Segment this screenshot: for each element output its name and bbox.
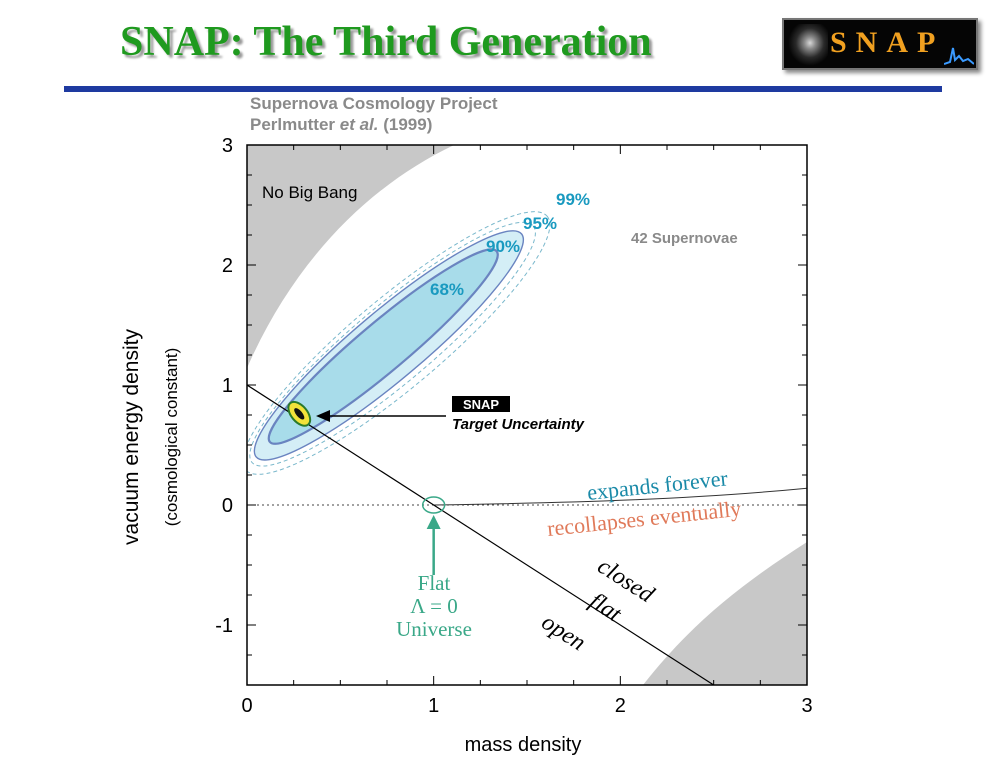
supernovae-count-label: 42 Supernovae [631, 230, 738, 247]
snap-badge: SNAP [463, 397, 499, 412]
galaxy-image [788, 24, 828, 66]
flat-label-line3: Universe [396, 617, 472, 641]
recollapses-label: recollapses eventually [546, 496, 742, 541]
y-tick-label: -1 [215, 615, 233, 637]
x-tick-label: 0 [241, 695, 252, 717]
flat-arrow-head [426, 515, 441, 529]
credit-line-2: Perlmutter et al. (1999) [250, 115, 432, 135]
credit-etal: et al. [339, 115, 379, 134]
open-label: open [537, 609, 590, 656]
y-tick-label: 0 [222, 495, 233, 517]
y-tick-label: 1 [222, 375, 233, 397]
x-tick-label: 3 [801, 695, 812, 717]
flat-label-line2: Λ = 0 [410, 594, 458, 618]
excluded-region-lower-right [643, 542, 807, 685]
contour-95pct [249, 221, 536, 467]
no-big-bang-label: No Big Bang [262, 183, 357, 202]
x-axis-label: mass density [465, 734, 582, 756]
y-tick-label: 2 [222, 255, 233, 277]
contour-label-90pct: 90% [486, 237, 520, 256]
snap-target-core [294, 408, 305, 420]
y-axis-label: vacuum energy density [120, 329, 143, 545]
snap-logo: SNAP [782, 18, 978, 70]
contour-99pct [247, 211, 551, 475]
title-rule [64, 86, 942, 92]
contour-68pct [267, 248, 499, 445]
snap-badge-bg [452, 396, 510, 412]
flat-label: flat [585, 588, 627, 628]
spectrum-icon [944, 47, 974, 65]
no-big-bang-region [247, 145, 454, 368]
snap-arrow-head [316, 410, 330, 422]
flat-label-line1: Flat [418, 571, 451, 595]
credit-name: Perlmutter [250, 115, 340, 134]
contour-label-99pct: 99% [556, 190, 590, 209]
y-tick-label: 3 [222, 135, 233, 157]
x-tick-label: 2 [615, 695, 626, 717]
x-tick-label: 1 [428, 695, 439, 717]
slide-title: SNAP: The Third Generation [120, 19, 652, 65]
flat-universe-circle [421, 496, 446, 514]
credit-year: (1999) [378, 115, 433, 134]
plot-area [247, 145, 807, 685]
flat-universe-line [247, 384, 714, 685]
expansion-boundary-curve [433, 487, 807, 506]
credit-line-1: Supernova Cosmology Project [250, 94, 498, 113]
contour-label-68pct: 68% [430, 280, 464, 299]
y-axis-sublabel: (cosmological constant) [162, 347, 181, 527]
target-uncertainty-label: Target Uncertainty [452, 416, 585, 433]
contour-label-95pct: 95% [523, 214, 557, 233]
logo-text: SNAP [830, 26, 945, 59]
